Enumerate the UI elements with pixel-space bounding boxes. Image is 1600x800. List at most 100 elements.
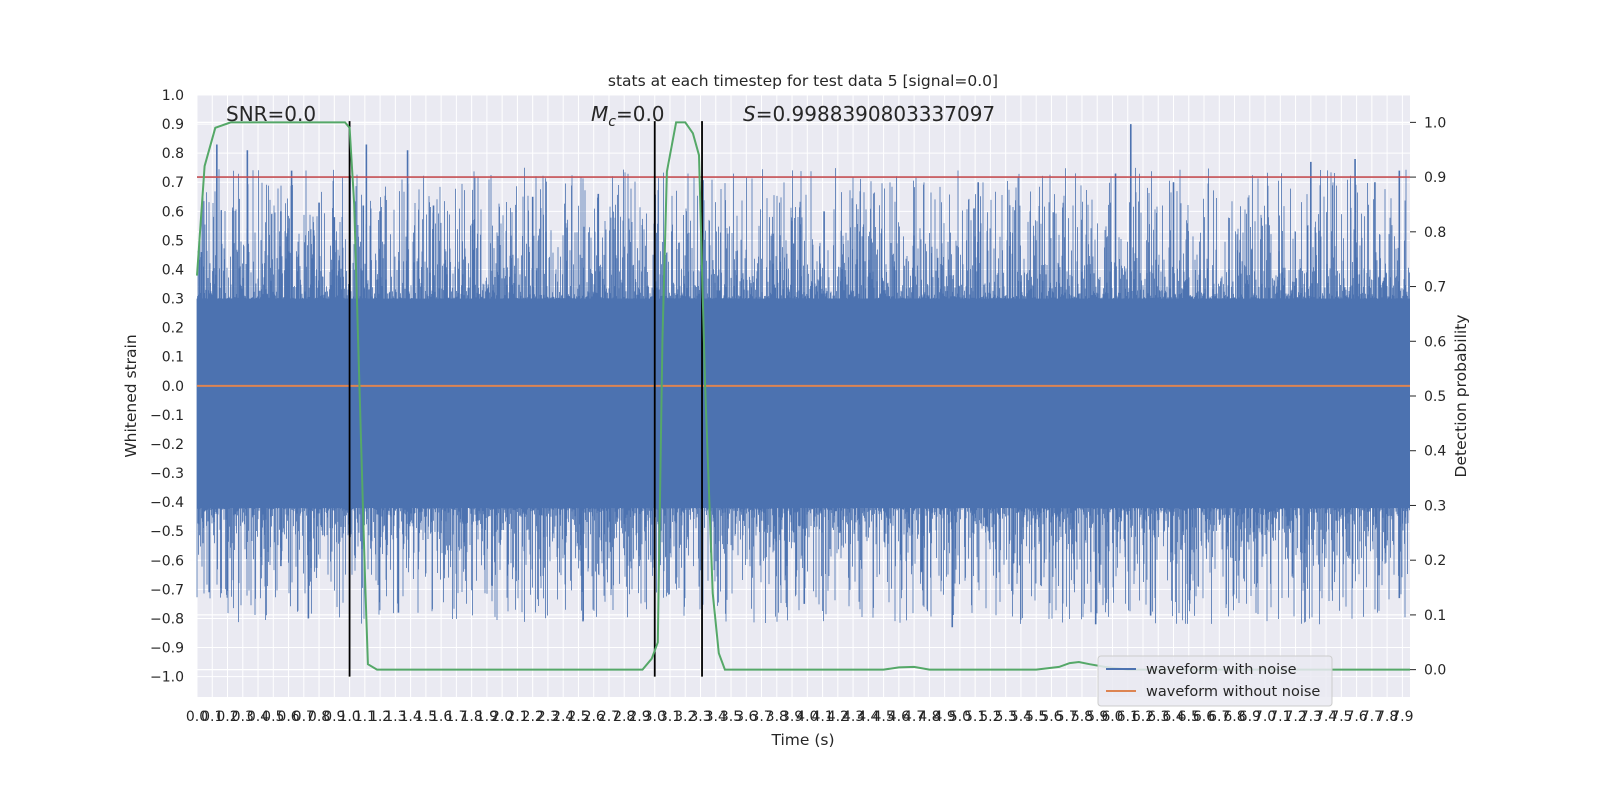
legend-label-waveform-with-noise: waveform with noise [1146,662,1297,678]
x-axis-label: Time (s) [770,731,834,749]
x-tick-label: 6.0 [1101,709,1123,725]
x-tick-label: 0.4 [247,709,269,725]
x-tick-label: 6.1 [1117,709,1139,725]
right-y-axis-label: Detection probability [1452,315,1470,478]
x-tick-label: 6.8 [1223,709,1245,725]
legend: waveform with noise waveform without noi… [1097,655,1333,707]
chirp-mass-value: =0.0 [616,102,665,126]
chirp-mass-annotation: Mc=0.0 [591,102,665,130]
right-y-tick-label: 0.9 [1424,170,1446,186]
right-y-tick-label: 0.8 [1424,225,1446,241]
x-tick-label: 3.8 [766,709,788,725]
y-tick-labels: 1.0 0.9 0.8 0.7 0.6 0.5 0.4 0.3 0.2 0.1 0.0 −0.1 −0.… [150,88,184,686]
x-tick-label: 0.8 [308,709,330,725]
right-y-tick-label: 0.0 [1424,663,1446,679]
y-tick-label: 0.0 [162,379,184,395]
x-tick-label: 7.2 [1284,709,1306,725]
y-tick-label: 0.4 [162,262,184,278]
x-tick-label: 6.6 [1193,709,1215,725]
x-tick-label: 5.9 [1086,709,1108,725]
series-detection-probability [196,121,1410,671]
y-tick-label: −0.9 [150,641,184,657]
right-y-tick-label: 1.0 [1424,115,1446,131]
y-tick-label: 0.5 [162,233,184,249]
x-tick-label: 3.4 [705,709,727,725]
x-tick-label: 4.2 [827,709,849,725]
series-waveform-with-noise [196,124,1410,628]
x-tick-label: 7.3 [1300,709,1322,725]
x-tick-label: 2.4 [552,709,574,725]
x-tick-label: 5.7 [1056,709,1078,725]
x-tick-label: 4.7 [903,709,925,725]
y-tick-label: −0.4 [150,495,184,511]
x-tick-label: 5.0 [949,709,971,725]
x-tick-label: 1.6 [430,709,452,725]
right-y-tick-label: 0.1 [1424,608,1446,624]
x-tick-label: 3.7 [750,709,772,725]
x-tick-label: 7.6 [1345,709,1367,725]
x-tick-label: 3.2 [674,709,696,725]
x-tick-label: 7.5 [1330,709,1352,725]
x-tick-label: 7.1 [1269,709,1291,725]
x-tick-label: 0.3 [232,709,254,725]
x-tick-label: 5.6 [1040,709,1062,725]
x-tick-label: 2.9 [628,709,650,725]
right-y-tick-label: 0.6 [1424,334,1446,350]
chirp-mass-symbol: M [591,102,608,126]
x-tick-label: 2.1 [506,709,528,725]
y-tick-label: 0.3 [162,292,184,308]
x-tick-label: 0.1 [201,709,223,725]
y-tick-label: 0.9 [162,117,184,133]
x-tick-label: 5.1 [964,709,986,725]
y-axis-label: Whitened strain [122,334,140,457]
x-tick-label: 7.7 [1361,709,1383,725]
x-tick-label: 0.9 [323,709,345,725]
x-tick-label: 6.3 [1147,709,1169,725]
y-tick-label: 1.0 [162,88,184,104]
chart-title: stats at each timestep for test data 5 [… [608,72,998,90]
y-tick-label: −0.8 [150,611,184,627]
right-y-tick-label: 0.3 [1424,498,1446,514]
x-tick-label: 6.4 [1162,709,1184,725]
right-y-tick-labels: 1.0 0.9 0.8 0.7 0.6 0.5 0.4 0.3 0.2 0.1 0.0 [1410,115,1446,679]
x-tick-label: 1.2 [369,709,391,725]
x-tick-label: 6.2 [1132,709,1154,725]
y-tick-label: 0.2 [162,321,184,337]
y-tick-label: −0.1 [150,408,184,424]
x-tick-label: 0.5 [262,709,284,725]
legend-box [1097,655,1333,707]
score-annotation: S=0.9988390803337097 [743,102,995,126]
y-tick-label: −0.5 [150,524,184,540]
x-tick-label: 3.0 [644,709,666,725]
noise-strokes [196,167,1410,625]
x-tick-label: 4.6 [888,709,910,725]
score-symbol: S [743,102,756,126]
x-tick-label: 0.2 [216,709,238,725]
x-tick-label: 7.8 [1376,709,1398,725]
x-tick-label: 7.4 [1315,709,1337,725]
x-tick-label: 1.4 [399,709,421,725]
right-y-tick-label: 0.2 [1424,553,1446,569]
x-tick-label: 2.5 [567,709,589,725]
vertical-markers [348,121,703,677]
x-tick-label: 5.8 [1071,709,1093,725]
x-tick-label: 4.0 [796,709,818,725]
right-y-tick-label: 0.7 [1424,280,1446,296]
y-tick-label: 0.6 [162,204,184,220]
chirp-mass-subscript: c [608,114,616,130]
x-tick-label: 4.4 [857,709,879,725]
y-tick-label: −0.6 [150,553,184,569]
x-tick-label: 3.5 [720,709,742,725]
x-tick-label: 2.3 [537,709,559,725]
x-tick-label: 3.3 [689,709,711,725]
x-tick-label: 1.9 [476,709,498,725]
x-tick-label: 4.8 [918,709,940,725]
x-tick-label: 6.7 [1208,709,1230,725]
x-tick-label: 5.2 [979,709,1001,725]
score-value: =0.9988390803337097 [756,102,995,126]
x-tick-label: 4.5 [872,709,894,725]
x-tick-label: 1.5 [415,709,437,725]
x-tick-label: 4.9 [934,709,956,725]
x-tick-label: 4.1 [811,709,833,725]
